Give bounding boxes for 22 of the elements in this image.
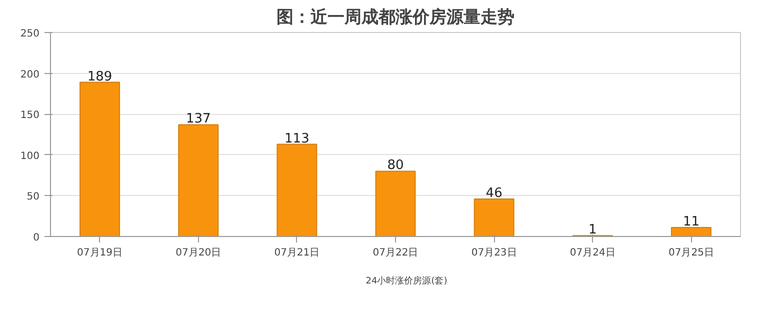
- data-label: 137: [186, 112, 211, 127]
- x-tick-label: 07月23日: [471, 248, 517, 258]
- y-tick-label: 200: [20, 69, 40, 80]
- x-tick-label: 07月22日: [372, 248, 418, 258]
- text: 24小时涨价房源(套): [366, 275, 448, 288]
- data-label: 189: [87, 69, 112, 84]
- data-label: 80: [387, 158, 404, 174]
- data-label: 46: [486, 186, 502, 201]
- y-tick-label: 250: [20, 28, 40, 40]
- data-label: 113: [284, 131, 310, 146]
- data-label: 1: [588, 222, 597, 238]
- x-tick-label: 07月19日: [77, 248, 123, 258]
- chart-title: 图：近一周成都涨价房源量走势: [276, 8, 514, 28]
- x-tick-label: 07月20日: [176, 248, 222, 258]
- y-tick-label: 50: [26, 192, 40, 203]
- y-tick-label: 100: [20, 150, 40, 162]
- y-tick-label: 0: [33, 232, 40, 244]
- data-label: 11: [682, 214, 700, 230]
- x-tick-label: 07月24日: [570, 248, 616, 258]
- x-tick-label: 07月25日: [668, 248, 714, 258]
- x-tick-label: 07月21日: [274, 248, 320, 258]
- y-tick-label: 150: [20, 110, 40, 122]
